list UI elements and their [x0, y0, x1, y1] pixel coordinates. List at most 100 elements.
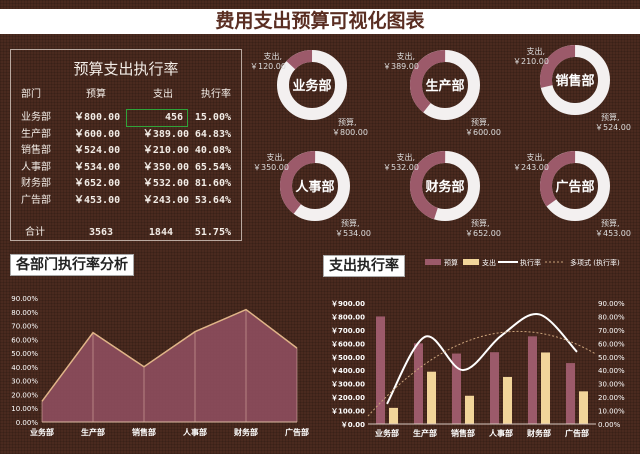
dept-cell: 业务部: [21, 112, 51, 123]
spend-cell[interactable]: ￥210.00: [142, 145, 189, 156]
header-rate: 执行率: [201, 89, 231, 100]
rate-cell[interactable]: 64.83%: [194, 128, 231, 140]
donut-spend-label: 支出,: [526, 152, 545, 162]
donut-budget-value: ￥800.00: [332, 128, 368, 137]
right-tick-label: 60.00%: [598, 340, 625, 348]
rate-cell[interactable]: 15.00%: [194, 112, 231, 123]
dept-cell: 广告部: [21, 194, 51, 206]
budget-cell[interactable]: ￥534.00: [74, 161, 121, 173]
left-tick-label: ￥500.00: [331, 354, 365, 362]
area-chart: 0.00% 10.00% 20.00% 30.00% 40.00% 50.00% 60.00…: [11, 295, 309, 437]
y-tick-label: 40.00%: [11, 364, 38, 372]
x-tick-label: 财务部: [233, 427, 258, 437]
table-title: 预算支出执行率: [73, 60, 179, 78]
donut-spend-value: ￥210.00: [513, 57, 549, 66]
donut-销售部: 销售部 支出,￥210.00 预算,￥524.00: [513, 45, 631, 132]
area-line: [41, 308, 298, 402]
x-tick-label: 生产部: [81, 427, 105, 437]
area-chart-title: 各部门执行率分析: [10, 254, 134, 276]
donut-center-label: 生产部: [425, 78, 464, 94]
budget-bar: [490, 352, 499, 424]
donut-center-label: 广告部: [555, 179, 594, 195]
right-tick-label: 90.00%: [598, 300, 625, 308]
right-tick-label: 0.00%: [598, 421, 621, 429]
spend-cell[interactable]: 456: [126, 109, 188, 127]
spend-cell[interactable]: ￥389.00: [142, 128, 189, 140]
table-header: 部门 预算 支出 执行率: [11, 87, 241, 103]
spend-cell[interactable]: ￥243.00: [142, 194, 189, 206]
donut-人事部: 人事部 支出,￥350.00 预算,￥534.00: [253, 151, 371, 238]
budget-table: 预算支出执行率 部门 预算 支出 执行率 业务部 ￥800.00 456 15.00%…: [10, 49, 242, 241]
left-tick-label: ￥400.00: [331, 367, 365, 375]
table-total-row: 合计 3563 1844 51.75%: [11, 225, 241, 241]
left-tick-label: ￥900.00: [331, 300, 365, 308]
table-row: 财务部 ￥652.00 ￥532.00 81.60%: [11, 176, 241, 192]
donut-budget-label: 预算,: [341, 218, 360, 228]
total-rate: 51.75%: [194, 227, 231, 238]
dept-cell: 财务部: [21, 178, 51, 189]
right-tick-label: 70.00%: [598, 327, 625, 335]
left-tick-label: ￥800.00: [331, 313, 365, 321]
table-row: 广告部 ￥453.00 ￥243.00 53.64%: [11, 193, 241, 209]
y-tick-label: 70.00%: [11, 323, 38, 331]
budget-cell[interactable]: ￥453.00: [74, 194, 121, 206]
donut-生产部: 生产部 支出,￥389.00 预算,￥600.00: [383, 50, 501, 137]
y-tick-label: 80.00%: [11, 309, 38, 317]
right-tick-label: 50.00%: [598, 354, 625, 362]
donut-spend-arc: [540, 151, 610, 221]
spend-cell[interactable]: ￥350.00: [142, 161, 189, 173]
right-tick-label: 80.00%: [598, 313, 625, 321]
spend-bar: [427, 371, 436, 424]
legend-rate-label: 执行率: [520, 258, 541, 267]
budget-bar: [566, 363, 575, 424]
x-tick-label: 销售部: [132, 427, 156, 437]
total-spend: 1844: [148, 227, 173, 238]
budget-bar: [528, 336, 537, 424]
rate-cell[interactable]: 81.60%: [194, 178, 231, 189]
donut-budget-value: ￥652.00: [465, 229, 501, 238]
budget-cell[interactable]: ￥652.00: [74, 178, 121, 189]
donut-budget-value: ￥600.00: [465, 128, 501, 137]
budget-bar: [414, 343, 423, 424]
rate-cell[interactable]: 65.54%: [194, 161, 231, 173]
legend-spend-label: 支出: [482, 258, 496, 267]
legend-trend-label: 多项式 (执行率): [570, 258, 620, 267]
x-tick-label: 销售部: [451, 428, 475, 438]
dept-cell: 人事部: [21, 161, 51, 173]
donut-财务部: 财务部 支出,￥532.00 预算,￥652.00: [383, 151, 501, 238]
budget-cell[interactable]: ￥800.00: [74, 112, 121, 123]
right-tick-label: 30.00%: [598, 381, 625, 389]
rate-cell[interactable]: 40.08%: [194, 145, 231, 156]
budget-cell[interactable]: ￥600.00: [74, 128, 121, 140]
donut-center-label: 业务部: [292, 78, 331, 94]
table-row: 生产部 ￥600.00 ￥389.00 64.83%: [11, 127, 241, 143]
left-tick-label: ￥300.00: [331, 381, 365, 389]
legend-budget-swatch: [425, 259, 441, 265]
donut-budget-label: 预算,: [601, 112, 620, 122]
donut-spend-value: ￥243.00: [513, 163, 549, 172]
donut-center-label: 人事部: [295, 179, 334, 195]
y-tick-label: 60.00%: [11, 336, 38, 344]
total-budget: 3563: [89, 227, 114, 238]
rate-line: [386, 313, 578, 405]
header-budget: 预算: [86, 89, 106, 100]
left-tick-label: ￥700.00: [331, 327, 365, 335]
legend-spend-swatch: [463, 259, 479, 265]
y-tick-label: 50.00%: [11, 350, 38, 358]
table-row: 人事部 ￥534.00 ￥350.00 65.54%: [11, 160, 241, 176]
budget-cell[interactable]: ￥524.00: [74, 145, 121, 156]
spend-bar: [541, 352, 550, 424]
x-tick-label: 人事部: [489, 428, 513, 438]
y-tick-label: 90.00%: [11, 295, 38, 303]
rate-cell[interactable]: 53.64%: [194, 194, 231, 206]
x-tick-label: 广告部: [565, 428, 589, 438]
donut-spend-label: 支出,: [396, 152, 415, 162]
donut-budget-value: ￥453.00: [595, 229, 631, 238]
donut-广告部: 广告部 支出,￥243.00 预算,￥453.00: [513, 151, 631, 238]
donut-spend-label: 支出,: [263, 51, 282, 61]
donut-spend-arc: [410, 50, 481, 120]
budget-bar: [452, 353, 461, 424]
spend-cell[interactable]: ￥532.00: [142, 178, 189, 189]
budget-bar: [376, 316, 385, 424]
y-tick-label: 30.00%: [11, 378, 38, 386]
